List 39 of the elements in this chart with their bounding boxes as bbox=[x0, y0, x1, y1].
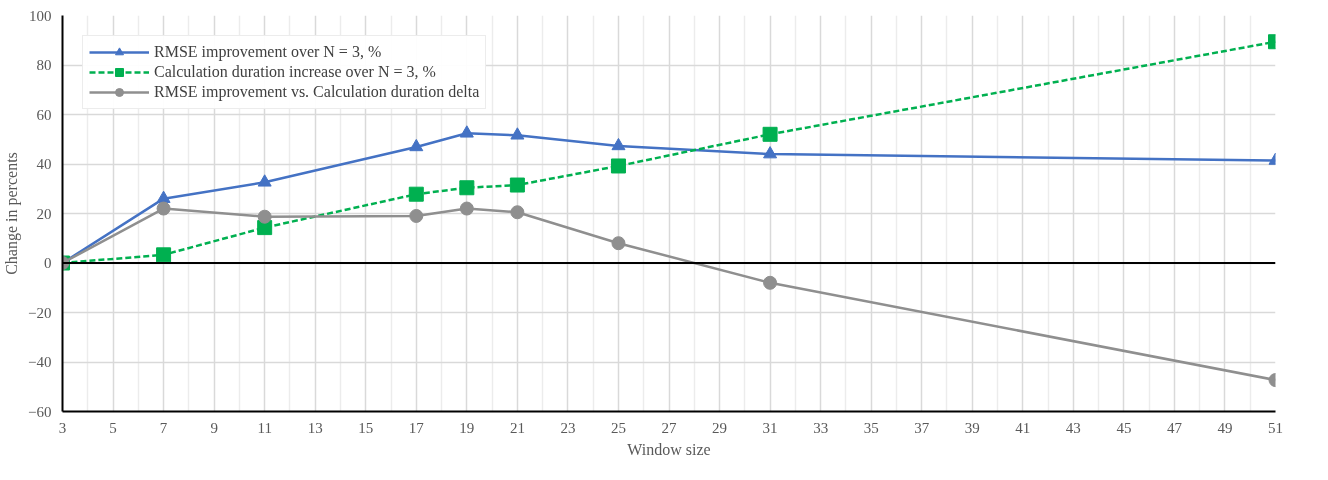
y-tick-label: 80 bbox=[36, 57, 52, 73]
x-tick-label: 3 bbox=[58, 419, 67, 436]
x-tick-label: 25 bbox=[610, 419, 626, 436]
y-tick-label: 40 bbox=[36, 156, 52, 172]
x-tick-label: 31 bbox=[762, 419, 778, 436]
y-tick-label: −60 bbox=[28, 403, 52, 420]
x-tick-label: 7 bbox=[159, 419, 168, 436]
x-tick-label: 13 bbox=[307, 419, 323, 436]
x-tick-label: 41 bbox=[1015, 419, 1031, 436]
x-tick-label: 9 bbox=[210, 419, 218, 436]
y-tick-label: 60 bbox=[36, 106, 52, 123]
x-tick-label: 5 bbox=[109, 419, 117, 436]
x-tick-label: 23 bbox=[560, 419, 576, 436]
legend-label: Calculation duration increase over N = 3, % bbox=[154, 63, 436, 81]
x-tick-label: 17 bbox=[408, 419, 425, 436]
x-tick-label: 45 bbox=[1116, 419, 1132, 436]
x-tick-label: 29 bbox=[712, 419, 728, 436]
x-tick-label: 37 bbox=[914, 419, 930, 436]
x-tick-label: 39 bbox=[964, 419, 980, 436]
x-tick-label: 49 bbox=[1217, 419, 1233, 436]
x-tick-label: 35 bbox=[863, 419, 879, 436]
y-axis-title: Change in percents bbox=[3, 152, 22, 275]
x-tick-label: 43 bbox=[1065, 419, 1081, 436]
x-tick-label: 21 bbox=[509, 419, 525, 436]
y-tick-label: 0 bbox=[44, 255, 52, 271]
y-tick-label: 20 bbox=[36, 205, 52, 222]
x-axis-title: Window size bbox=[627, 440, 711, 458]
x-tick-label: 11 bbox=[257, 419, 272, 436]
legend-label: RMSE improvement vs. Calculation duration delta bbox=[154, 83, 480, 101]
x-tick-label: 27 bbox=[661, 419, 677, 436]
x-tick-label: 47 bbox=[1166, 419, 1183, 436]
x-tick-label: 33 bbox=[813, 419, 829, 436]
x-tick-label: 51 bbox=[1268, 419, 1283, 436]
y-tick-label: −40 bbox=[28, 354, 52, 370]
x-tick-label: 15 bbox=[358, 419, 374, 436]
y-tick-label: −20 bbox=[28, 304, 52, 321]
x-tick-label: 19 bbox=[459, 419, 475, 436]
legend-label: RMSE improvement over N = 3, % bbox=[154, 43, 382, 61]
y-tick-label: 100 bbox=[29, 7, 52, 24]
